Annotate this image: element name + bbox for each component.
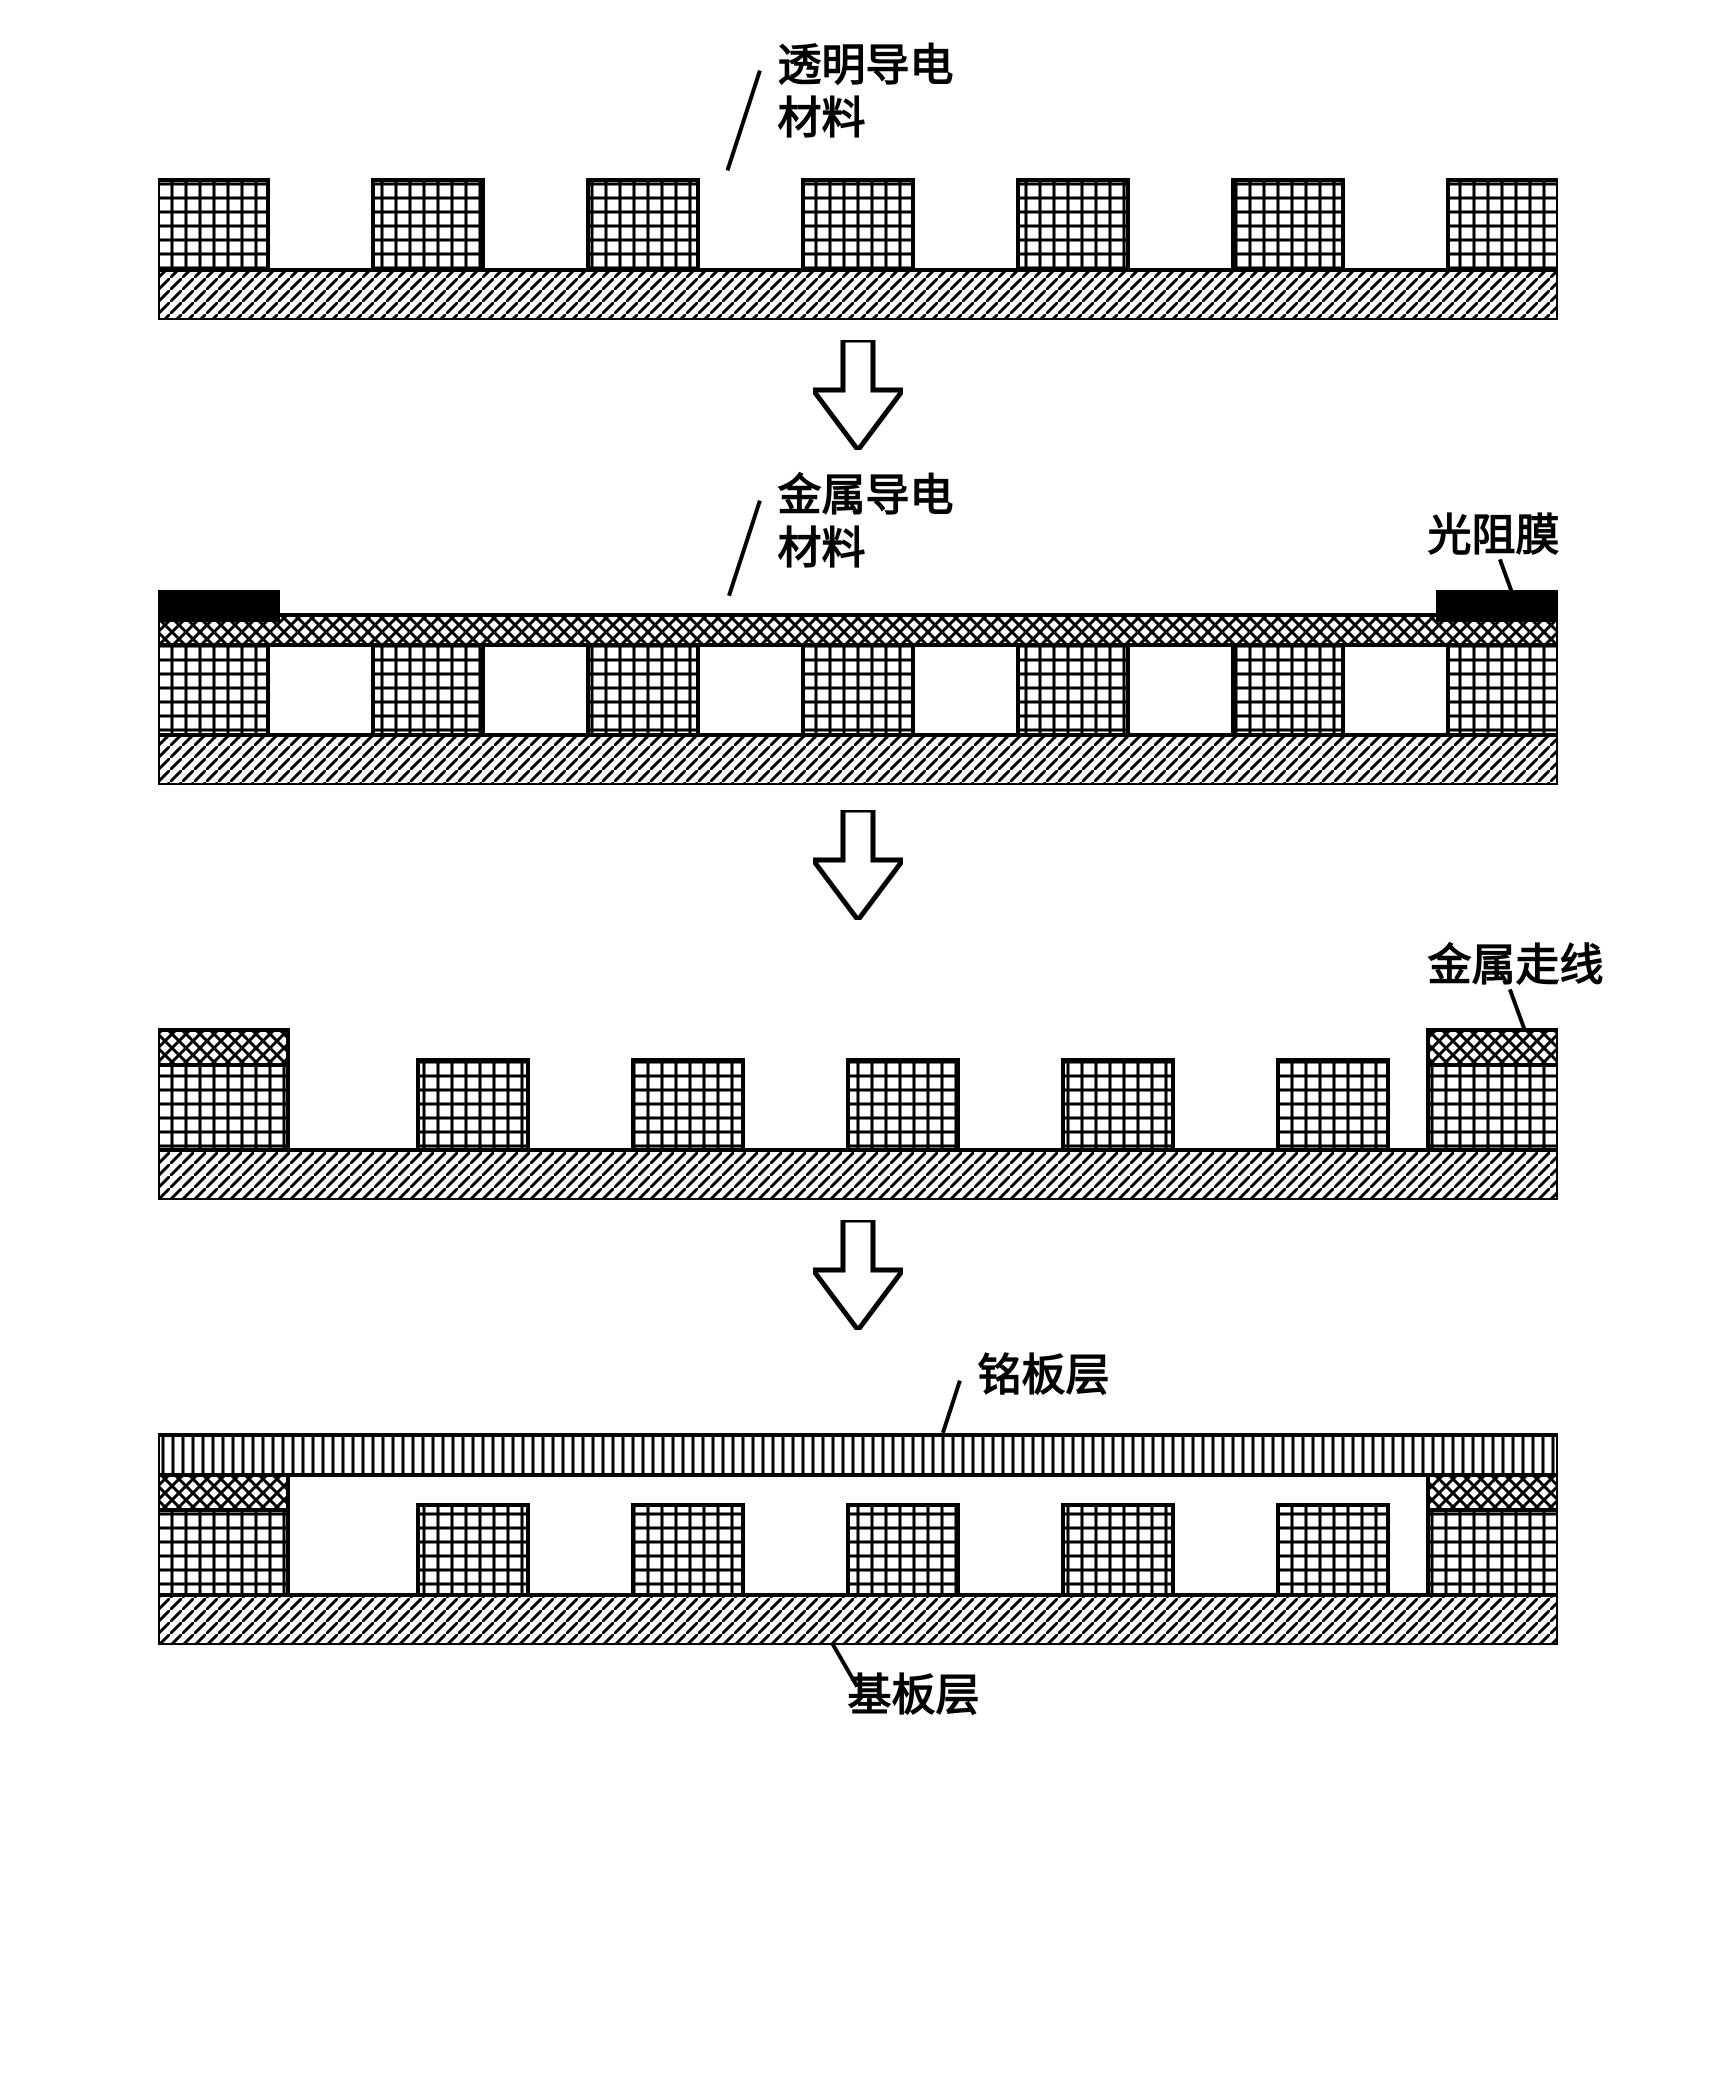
label-nameplate: 铭板层 bbox=[978, 1350, 1110, 1403]
diagram-container: 透明导电 材料 bbox=[58, 40, 1658, 1730]
stage-2-svg bbox=[158, 590, 1558, 785]
stage-1-svg bbox=[158, 170, 1558, 320]
electrode-blocks bbox=[158, 180, 1558, 270]
label-transparent-conductive: 透明导电 材料 bbox=[778, 40, 954, 146]
leader-metal-conductive bbox=[727, 500, 762, 596]
arrow-3 bbox=[58, 1220, 1658, 1330]
label-metal-trace: 金属走线 bbox=[1428, 940, 1604, 993]
stage-2: 金属导电 材料 光阻膜 bbox=[58, 470, 1658, 790]
arrow-2 bbox=[58, 810, 1658, 920]
leader-nameplate bbox=[941, 1380, 962, 1434]
stage-3: 金属走线 bbox=[58, 940, 1658, 1200]
label-substrate: 基板层 bbox=[848, 1670, 980, 1723]
stage-1: 透明导电 材料 bbox=[58, 40, 1658, 320]
arrow-1 bbox=[58, 340, 1658, 450]
label-photoresist: 光阻膜 bbox=[1428, 510, 1560, 563]
leader-transparent bbox=[725, 70, 761, 171]
stage-4-svg bbox=[158, 1430, 1558, 1645]
leader-substrate bbox=[828, 1638, 859, 1688]
stage-4: 铭板层 基板层 bbox=[58, 1350, 1658, 1730]
label-metal-conductive: 金属导电 材料 bbox=[778, 470, 954, 576]
stage-3-svg bbox=[158, 1020, 1558, 1200]
